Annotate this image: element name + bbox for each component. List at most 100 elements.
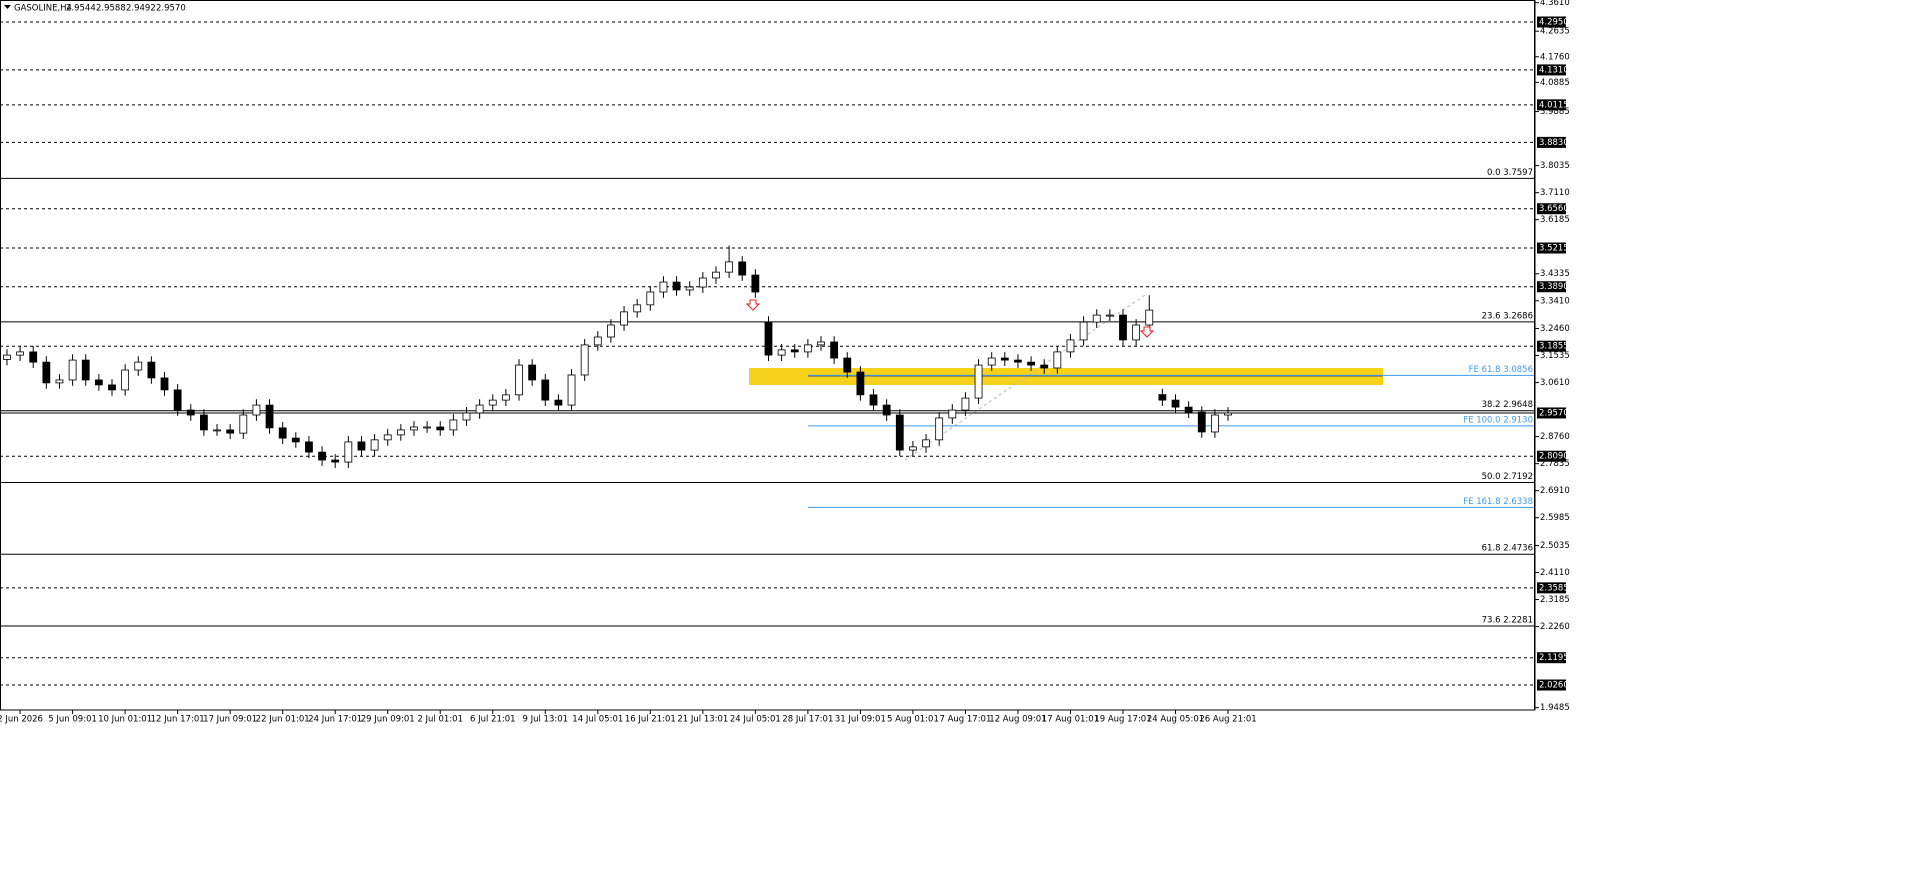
candle-body (1105, 314, 1114, 317)
level-box (1537, 340, 1566, 352)
x-tick-label: 12 Aug 09:01 (989, 715, 1046, 725)
header-value: 2.9544 (66, 4, 96, 14)
y-tick-label: 3.9885 (1540, 107, 1570, 117)
x-tick-label: 28 Jul 17:01 (782, 715, 833, 725)
x-tick-label: 5 Aug 01:01 (887, 715, 939, 725)
menu-triangle (4, 5, 11, 9)
x-tick-label: 2 Jun 2026 (0, 715, 43, 725)
y-tick-label: 3.2460 (1540, 324, 1570, 334)
y-tick-label: 2.2260 (1540, 622, 1570, 632)
x-tick-label: 2 Jul 01:01 (417, 715, 463, 725)
fib-label: 50.0 2.7192 (1482, 472, 1533, 482)
candle-body (1053, 351, 1062, 369)
candle-body (200, 414, 208, 431)
header-value: 2.9492 (126, 4, 156, 14)
candle-body (318, 451, 326, 461)
level-box (1537, 652, 1566, 664)
level-box (1537, 281, 1566, 293)
x-tick-label: 17 Jun 09:01 (203, 715, 257, 725)
fib-label: 61.8 2.4736 (1482, 544, 1533, 554)
candle-body (1171, 399, 1180, 408)
y-tick-label: 2.5985 (1540, 513, 1570, 523)
candle-body (1040, 364, 1049, 369)
candle-body (528, 364, 537, 381)
candle-body (738, 261, 747, 276)
candle-body (1027, 361, 1035, 366)
fe-label: FE 161.8 2.6338 (1463, 497, 1533, 507)
y-tick-label: 4.2635 (1540, 27, 1570, 37)
candle-body (646, 291, 655, 306)
x-tick-label: 19 Aug 17:01 (1094, 715, 1151, 725)
candle-body (488, 399, 497, 406)
x-tick-label: 24 Jun 17:01 (308, 715, 362, 725)
candle-body (935, 417, 944, 441)
candle-body (475, 404, 484, 414)
candle-body (607, 324, 615, 338)
chart-title: GASOLINE,H4 (14, 4, 72, 14)
level-box (1537, 16, 1566, 28)
candle-body (108, 384, 116, 391)
x-tick-label: 6 Jul 21:01 (470, 715, 516, 725)
sell-arrow (745, 299, 761, 311)
level-box (1537, 64, 1566, 76)
candle-body (134, 361, 143, 371)
candle-body (1145, 309, 1154, 326)
candle-body (55, 379, 64, 384)
candle-body (147, 361, 156, 379)
candle-body (830, 341, 839, 359)
candle-body (462, 412, 471, 421)
y-tick-label: 2.7835 (1540, 459, 1570, 469)
level-label: 3.3890 (1539, 282, 1569, 292)
candle-body (410, 426, 418, 431)
candle-body (633, 304, 642, 313)
candle-body (764, 321, 773, 356)
y-tick-label: 2.8760 (1540, 432, 1570, 442)
x-tick-label: 7 Aug 17:01 (939, 715, 991, 725)
candle-body (423, 426, 432, 429)
x-tick-label: 14 Jul 05:01 (572, 715, 623, 725)
fib-label: 38.2 2.9648 (1482, 400, 1533, 410)
candle-body (252, 404, 261, 416)
level-label: 4.2950 (1539, 18, 1569, 28)
y-tick-label: 3.4335 (1540, 269, 1570, 279)
candle-body (436, 426, 445, 431)
candle-body (265, 404, 274, 429)
level-label: 2.0260 (1539, 681, 1569, 691)
candle-body (541, 379, 550, 401)
level-box (1537, 99, 1566, 111)
x-tick-label: 17 Aug 01:01 (1042, 715, 1099, 725)
trend-line (904, 294, 1146, 461)
level-label: 2.3585 (1539, 583, 1569, 593)
y-tick-label: 4.0885 (1540, 78, 1570, 88)
x-tick-label: 9 Jul 13:01 (522, 715, 568, 725)
candle-body (278, 427, 287, 439)
candle-body (1014, 359, 1022, 363)
candle-body (42, 361, 51, 384)
candle-body (895, 414, 904, 451)
candle-body (974, 364, 983, 399)
y-tick-label: 2.4110 (1540, 568, 1570, 578)
candle-body (987, 357, 996, 366)
candle-body (370, 439, 379, 451)
fib-label: 73.6 2.2281 (1482, 615, 1533, 625)
fib-label: 0.0 3.7597 (1487, 168, 1533, 178)
candle-body (698, 277, 707, 288)
candles-layer (3, 245, 1232, 468)
candle-body (790, 349, 799, 353)
candle-body (16, 351, 24, 356)
y-tick-label: 3.3410 (1540, 296, 1570, 306)
header-value: 2.9570 (156, 4, 186, 14)
candle-body (948, 409, 957, 419)
candle-body (305, 441, 313, 453)
y-tick-label: 3.0610 (1540, 378, 1570, 388)
candle-body (1184, 406, 1193, 413)
candle-body (186, 409, 195, 416)
candle-body (1066, 339, 1075, 353)
x-tick-label: 21 Jul 13:01 (677, 715, 728, 725)
candle-body (554, 399, 563, 406)
candle-body (1119, 314, 1127, 341)
level-label: 3.1855 (1539, 342, 1569, 352)
